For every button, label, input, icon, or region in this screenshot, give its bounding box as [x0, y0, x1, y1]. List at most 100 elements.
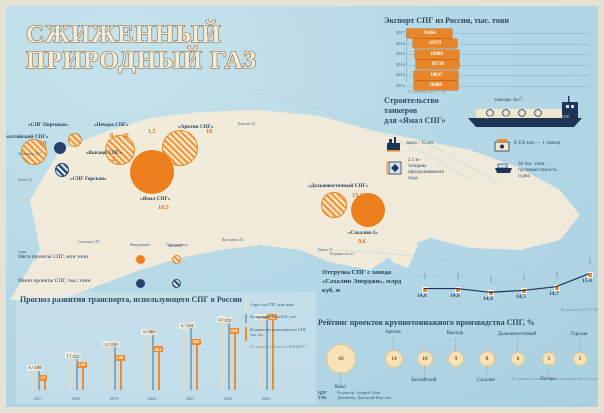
map-project-label: «Дальневосточный СПГ»: [308, 183, 369, 189]
export-bar-year: 2017: [395, 30, 405, 35]
tanker-lng-mark: LNG: [562, 115, 570, 119]
rating-stem: [517, 338, 518, 352]
forecast-legend-label-2: Количество транспорта на СПГ, тыс. ед.: [250, 326, 307, 338]
forecast-value-label: 186: [115, 354, 125, 361]
rating-chart-title: Рейтинг проектов крупнотоннажного произв…: [318, 318, 535, 327]
legend-col-built: Введенные: [130, 242, 150, 247]
export-bar-year: 2013: [395, 72, 405, 77]
factory-icon: [387, 137, 400, 152]
forecast-bar: [82, 367, 84, 390]
rating-stem: [340, 372, 341, 385]
forecast-value-label: 524: [185, 322, 195, 329]
map-project-value: 16,5: [158, 204, 169, 211]
map-project-value: 10: [40, 140, 47, 147]
sakhalin-data-point: [488, 290, 494, 297]
forecast-bar: [32, 370, 34, 390]
forecast-legend: Спрос на СПГ, млн тонн Количество КриоАЗ…: [245, 302, 312, 349]
forecast-legend-item-1: Количество КриоАЗС, шт.: [245, 314, 312, 324]
forecast-legend-item-0: Спрос на СПГ, млн тонн: [245, 302, 312, 311]
forecast-year-label: 2018: [71, 396, 81, 401]
export-bar: 10718: [415, 60, 460, 69]
rating-label: Балтийский: [411, 378, 437, 384]
forecast-legend-swatch-1: [245, 314, 247, 324]
export-bar: 10808: [414, 49, 459, 59]
map-city-label: Пермь 15: [318, 248, 333, 252]
forecast-bar: [146, 334, 148, 390]
export-bar-row: 2015 10808: [396, 49, 592, 59]
forecast-value-label: 4,8: [217, 316, 226, 323]
map-project-bubble: [54, 142, 66, 154]
export-chart: Экспорт СПГ из России, тыс. тонн 2017 114…: [384, 16, 592, 94]
sakhalin-chart: Отгрузка СПГ с завода «Сахалин Энерджи»,…: [322, 258, 600, 312]
rating-node: 5: [572, 351, 588, 367]
export-bar: 10886: [413, 81, 458, 90]
export-chart-source: По данным ЦДУ ТЭК: [408, 89, 446, 94]
map-project-value: 18: [206, 128, 213, 135]
forecast-value-label: 0,9: [27, 364, 36, 371]
rating-node: 43: [326, 344, 356, 374]
tanker-class-label: танкеры Arc7: [494, 98, 523, 103]
title-line-2: ПРИРОДНЫЙ ГАЗ: [25, 47, 258, 74]
rating-stem: [424, 365, 425, 379]
rating-node: 6: [510, 351, 526, 367]
export-gridline: [407, 54, 590, 55]
map-project-value: 2: [112, 156, 116, 163]
legend-row-mini: Мини проекты СПГ, тыс. тонн: [18, 278, 208, 290]
map-project-bubble: [130, 150, 174, 194]
editor-credit: Редактор: Андрей Зуев: [337, 390, 380, 395]
legend-mini-building-swatch: [172, 279, 181, 288]
forecast-value-label: 222: [71, 353, 81, 360]
forecast-bar: [114, 347, 116, 390]
forecast-value-label: 462: [147, 328, 157, 335]
forecast-value-label: 126: [77, 361, 87, 368]
cargo-ship-icon: [495, 163, 512, 173]
ice-fact-line-3: преодолеваемого: [408, 170, 445, 175]
capacity-fact-line-1: 38 тыс. тонн -: [518, 162, 548, 167]
rating-label: Ямал: [334, 385, 346, 390]
map-project-bubble: [105, 135, 135, 165]
export-bar-row: 2016 10978: [396, 39, 592, 49]
rating-label: Арктик: [385, 330, 401, 336]
forecast-value-label: 605: [261, 314, 271, 320]
rating-label: Высоцк: [446, 331, 464, 337]
export-bar-row: 2012 10886: [396, 81, 592, 91]
legend-mega-building-swatch: [172, 255, 181, 264]
forecast-year-label: 2025: [185, 396, 195, 401]
money-icon: [494, 139, 510, 152]
sakhalin-value-label: 14,5: [516, 294, 526, 301]
tankers-panel: Строительство танкеров для «Ямал СПГ» та…: [384, 96, 594, 182]
export-bar-row: 2017 11464: [396, 28, 592, 38]
forecast-legend-swatch-2: [245, 326, 247, 341]
sakhalin-data-point: [422, 286, 428, 293]
map-project-bubble: [321, 192, 347, 218]
forecast-bar: [44, 380, 46, 390]
forecast-bar: [184, 328, 186, 390]
export-bar-year: 2016: [395, 40, 405, 46]
forecast-bar: [272, 320, 274, 390]
forecast-bar: [120, 360, 122, 390]
forecast-bar: [76, 359, 78, 390]
tanker-ship-name: Штурман Альбанов: [480, 115, 511, 119]
forecast-year-label: 2017: [33, 396, 43, 401]
rating-node: 9: [448, 351, 464, 367]
forecast-bar: [234, 333, 236, 390]
sakhalin-data-point: [554, 284, 560, 291]
designer-credit: Дизайнер: Дмитрий Королёв: [337, 395, 391, 401]
legend-row-mega: Мега проекты СПГ, млн тонн: [18, 254, 208, 266]
title-line-1: СЖИЖЕННЫЙ: [25, 21, 222, 48]
tankers-title-2: танкеров: [384, 106, 418, 115]
forecast-value-label: 109: [33, 364, 43, 371]
legend-unit: тонн: [18, 249, 27, 254]
sakhalin-data-point: [521, 288, 527, 295]
sakhalin-chart-title: Отгрузка СПГ с завода «Сахалин Энерджи»,…: [322, 269, 402, 294]
legend-mini-label: Мини проекты СПГ, тыс. тонн: [18, 278, 91, 284]
rating-chart-source: По данным консалтинговой компании Kesch …: [511, 376, 600, 381]
tankers-title-1: Строительство: [384, 96, 439, 105]
forecast-bar: [222, 322, 224, 390]
forecast-value-label: 4,3: [179, 322, 188, 329]
forecast-bar: [152, 334, 154, 390]
lng-tanker-icon: [468, 96, 582, 127]
sakhalin-value-label: 14,4: [483, 296, 493, 303]
rating-node: 8: [479, 351, 495, 367]
map-city-label: Смоленск 150: [78, 240, 100, 244]
